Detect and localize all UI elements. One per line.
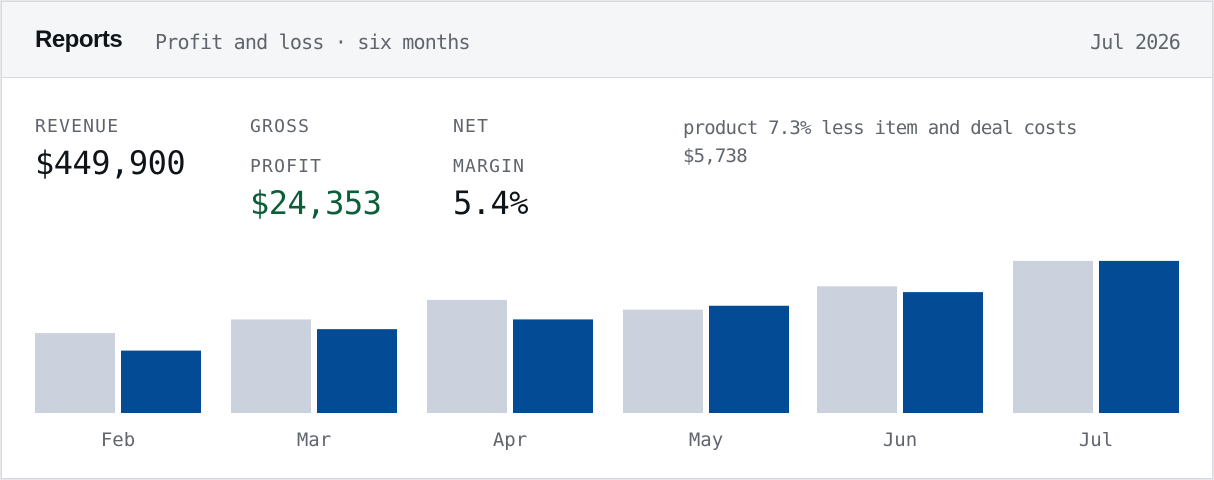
net-margin-label-line1: NET xyxy=(453,116,490,137)
net-margin-value: 5.4% xyxy=(453,184,529,222)
revenue-label: REVENUE xyxy=(35,116,120,137)
bar-feb-series-1 xyxy=(35,333,115,413)
period-label: Jul 2026 xyxy=(1090,30,1181,54)
cost-note: product 7.3% less item and deal costs $5… xyxy=(683,114,1183,170)
bar-jun-series-2 xyxy=(903,292,983,413)
pnl-bar-chart: Feb Mar Apr May Jun Jul xyxy=(35,260,1179,451)
x-tick-label-apr: Apr xyxy=(493,429,527,451)
x-tick-label-jun: Jun xyxy=(883,429,917,451)
x-tick-label-mar: Mar xyxy=(297,429,331,451)
x-tick-label-jul: Jul xyxy=(1079,429,1113,451)
gross-profit-value: $24,353 xyxy=(250,184,382,222)
bar-jun-series-1 xyxy=(817,286,897,413)
page-subtitle: Profit and loss · six months xyxy=(155,30,471,54)
revenue-value: $449,900 xyxy=(35,144,186,182)
page-title: Reports xyxy=(35,26,123,53)
cost-note-line1: product 7.3% less item and deal costs xyxy=(683,117,1077,139)
bar-may-series-2 xyxy=(709,305,789,413)
cost-note-line2: $5,738 xyxy=(683,145,748,167)
gross-profit-label-line1: GROSS xyxy=(250,116,311,137)
bar-may-series-1 xyxy=(623,309,703,413)
bar-apr-series-1 xyxy=(427,299,507,413)
bar-apr-series-2 xyxy=(513,319,593,413)
bar-feb-series-2 xyxy=(121,350,201,413)
x-tick-label-may: May xyxy=(689,429,723,451)
report-header: Reports Profit and loss · six months Jul… xyxy=(2,2,1212,78)
bar-jul-series-1 xyxy=(1013,260,1093,413)
bar-mar-series-2 xyxy=(317,329,397,413)
x-tick-label-feb: Feb xyxy=(101,429,135,451)
bar-jul-series-2 xyxy=(1099,260,1179,413)
bar-mar-series-1 xyxy=(231,319,311,413)
net-margin-label-line2: MARGIN xyxy=(453,156,526,177)
gross-profit-label-line2: PROFIT xyxy=(250,156,323,177)
